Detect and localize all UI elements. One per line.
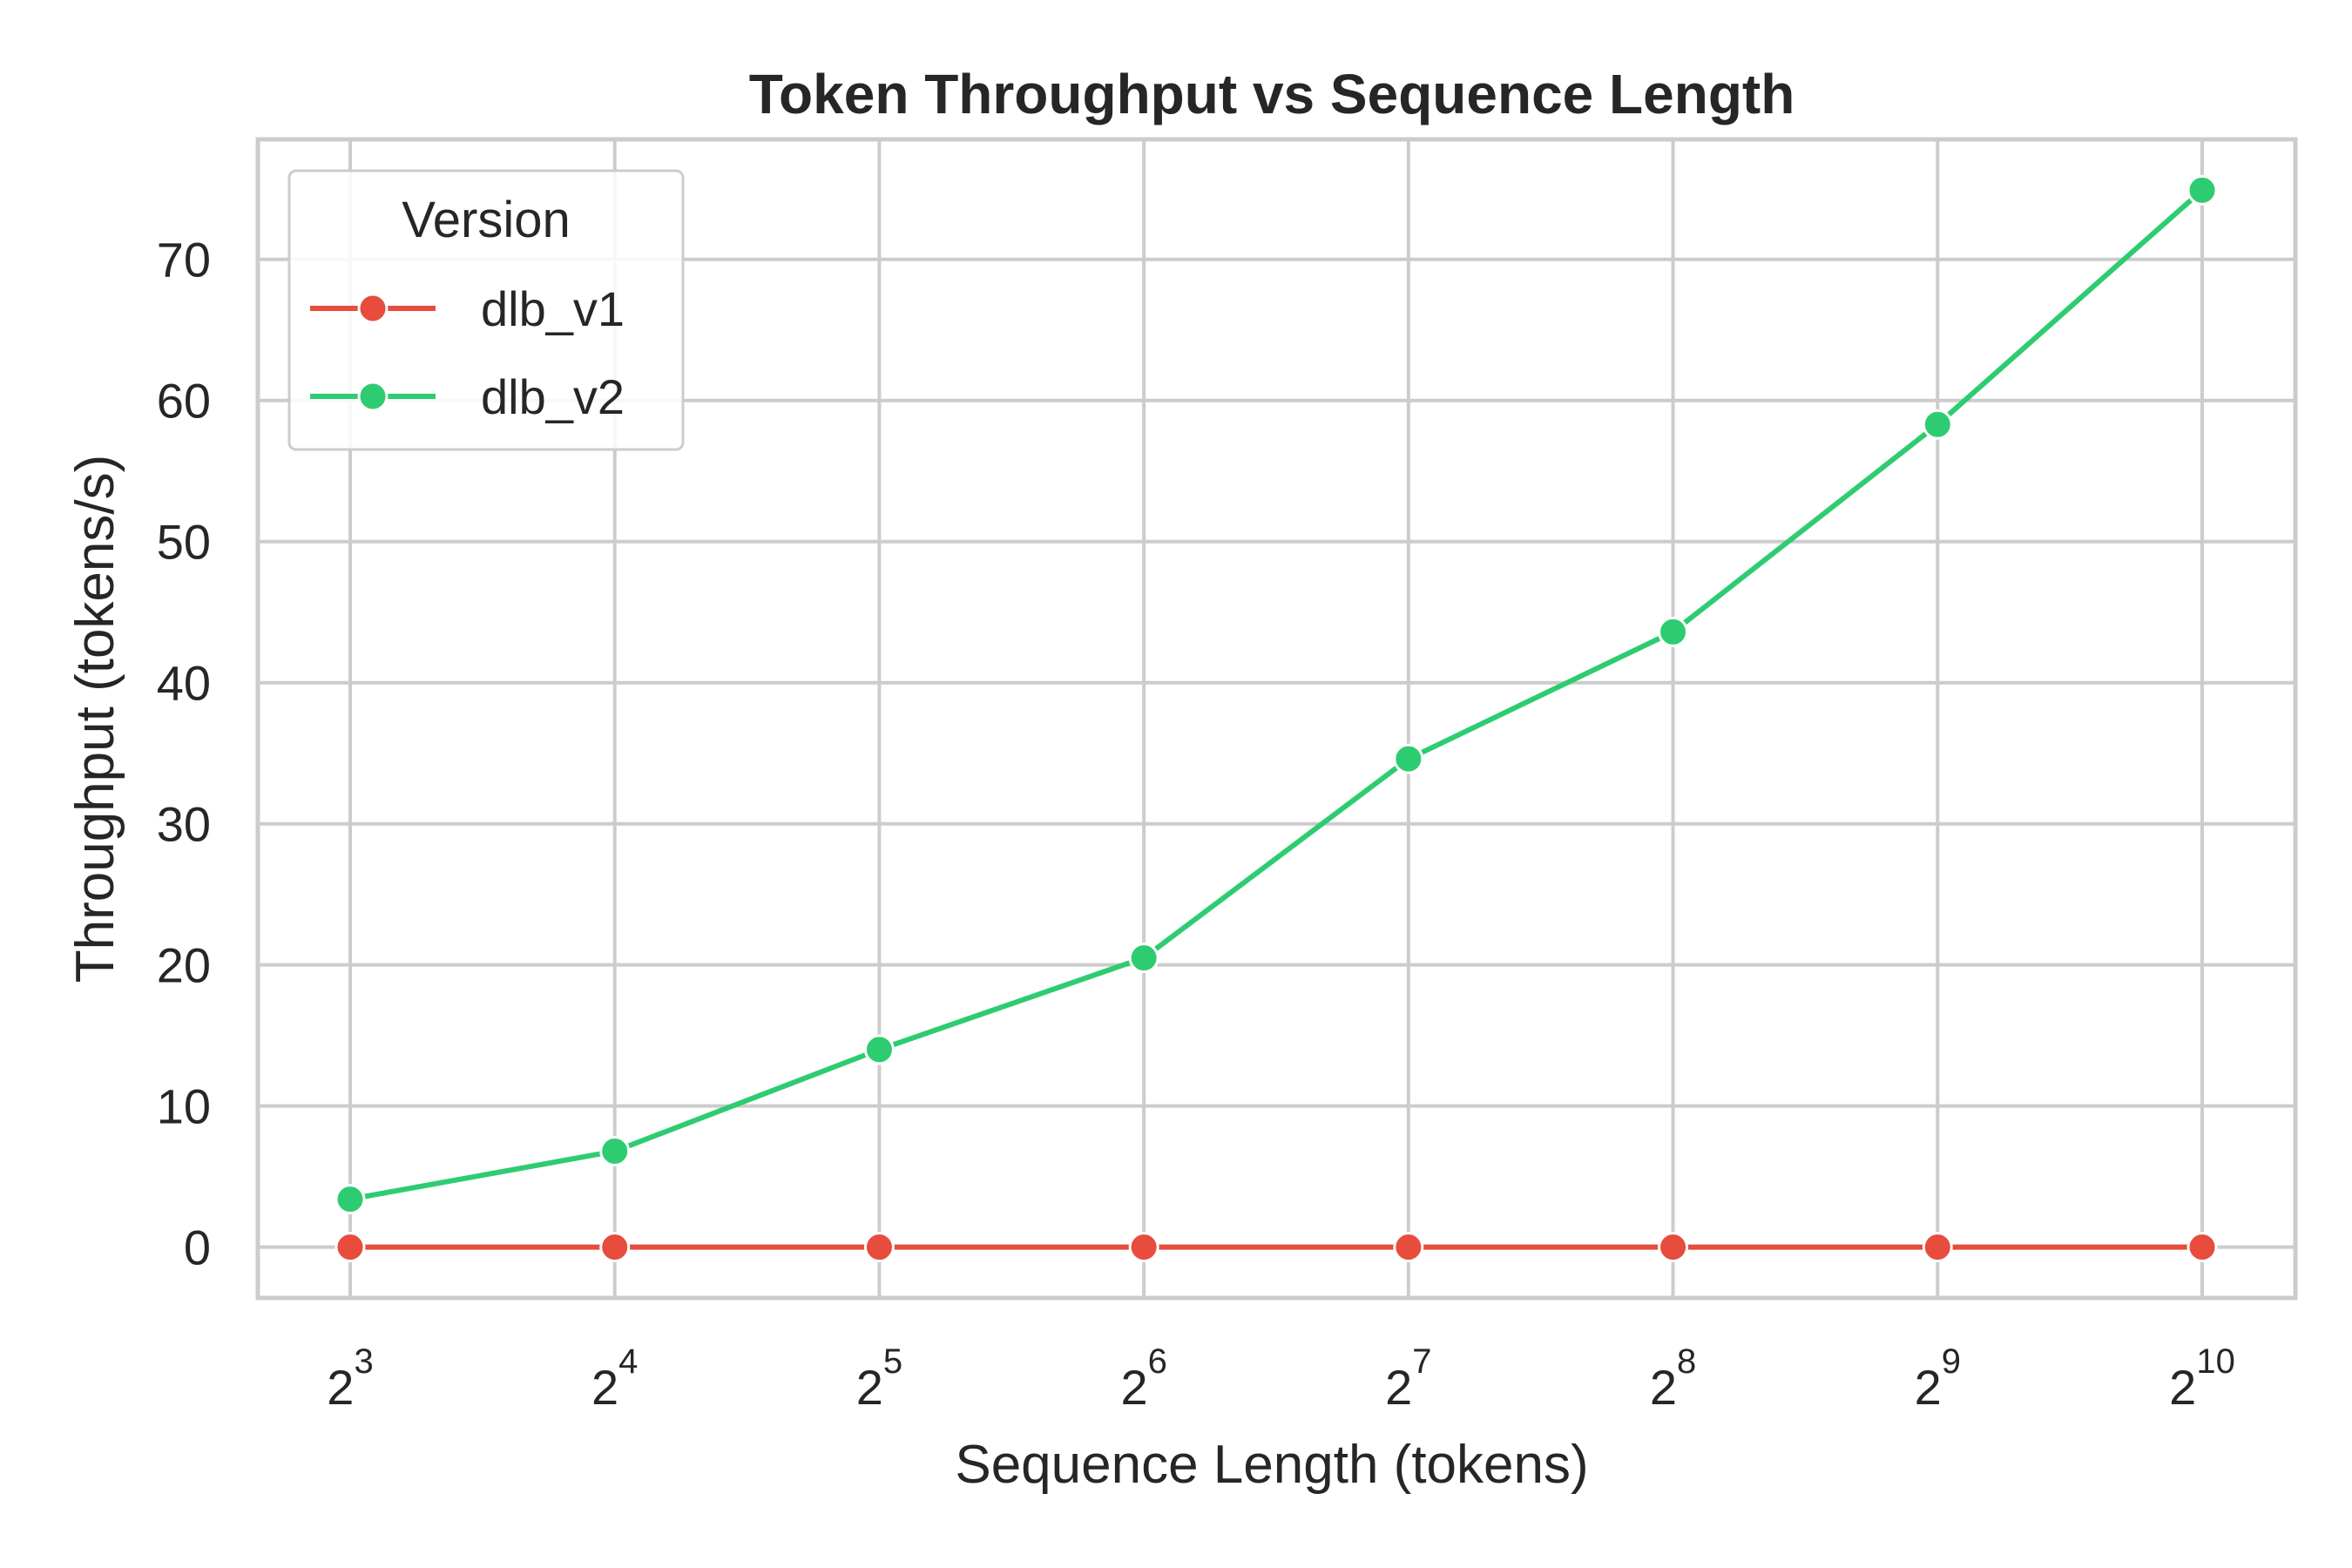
data-point-dlb_v2 [1393, 743, 1424, 774]
data-point-dlb_v2 [335, 1184, 366, 1215]
legend-items: dlb_v1 dlb_v2 [310, 281, 625, 424]
legend-label-dlb_v2: dlb_v2 [481, 369, 625, 424]
y-tick-labels: 0 10 20 30 40 50 60 70 [157, 233, 211, 1275]
legend-title: Version [402, 192, 570, 248]
series-points [335, 174, 2218, 1263]
y-tick-label: 30 [157, 797, 211, 852]
data-point-dlb_v1 [1922, 1232, 1953, 1263]
y-tick-label: 70 [157, 233, 211, 287]
legend: Version dlb_v1 dlb_v2 [287, 169, 685, 451]
data-point-dlb_v2 [1658, 616, 1689, 647]
legend-label-dlb_v1: dlb_v1 [481, 281, 625, 336]
x-tick-label: 25 [856, 1342, 902, 1415]
y-axis-label: Throughput (tokens/s) [65, 455, 125, 983]
data-point-dlb_v1 [1128, 1232, 1159, 1263]
series-lines [348, 187, 2205, 1250]
chart-title: Token Throughput vs Sequence Length [749, 63, 1795, 125]
data-point-dlb_v2 [863, 1034, 895, 1065]
data-point-dlb_v1 [1393, 1232, 1424, 1263]
y-tick-label: 0 [184, 1220, 211, 1275]
y-tick-label: 10 [157, 1079, 211, 1134]
x-tick-label: 26 [1120, 1342, 1166, 1415]
x-tick-labels: 23 24 25 26 27 28 29 210 [327, 1342, 2235, 1415]
data-point-dlb_v1 [2186, 1232, 2218, 1263]
data-point-dlb_v1 [863, 1232, 895, 1263]
y-tick-label: 50 [157, 515, 211, 570]
data-point-dlb_v1 [335, 1232, 366, 1263]
x-tick-label: 29 [1915, 1342, 1961, 1415]
legend-marker-dlb_v2 [357, 381, 389, 412]
series-line-dlb_v2 [348, 187, 2205, 1202]
x-tick-label: 210 [2169, 1342, 2235, 1415]
y-tick-label: 40 [157, 656, 211, 711]
data-point-dlb_v1 [1658, 1232, 1689, 1263]
data-point-dlb_v2 [2186, 174, 2218, 206]
data-point-dlb_v2 [1922, 409, 1953, 440]
y-tick-label: 20 [157, 938, 211, 993]
x-tick-label: 28 [1650, 1342, 1696, 1415]
data-point-dlb_v2 [1128, 943, 1159, 974]
data-point-dlb_v1 [599, 1232, 631, 1263]
x-tick-label: 24 [591, 1342, 638, 1415]
data-point-dlb_v2 [599, 1136, 631, 1167]
grid [258, 139, 2295, 1298]
legend-marker-dlb_v1 [357, 293, 389, 324]
plot-frame [255, 137, 2298, 1301]
x-tick-label: 23 [327, 1342, 373, 1415]
legend-box [287, 169, 685, 451]
x-tick-label: 27 [1385, 1342, 1431, 1415]
x-axis-label: Sequence Length (tokens) [955, 1435, 1588, 1495]
y-tick-label: 60 [157, 374, 211, 429]
